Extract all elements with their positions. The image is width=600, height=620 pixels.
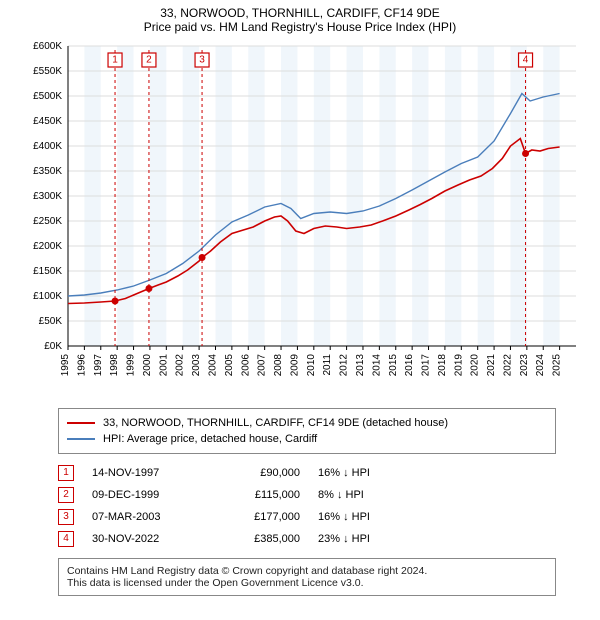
- legend-item-property: 33, NORWOOD, THORNHILL, CARDIFF, CF14 9D…: [67, 415, 547, 431]
- svg-text:2018: 2018: [437, 354, 448, 377]
- sale-date: 30-NOV-2022: [92, 528, 202, 550]
- sale-date: 14-NOV-1997: [92, 462, 202, 484]
- legend-label-property: 33, NORWOOD, THORNHILL, CARDIFF, CF14 9D…: [103, 415, 448, 431]
- svg-text:2022: 2022: [502, 354, 513, 377]
- sales-table: 1 14-NOV-1997 £90,000 16% ↓ HPI 2 09-DEC-1999…: [58, 462, 588, 550]
- svg-text:1999: 1999: [126, 354, 137, 377]
- sale-marker-badge: 1: [58, 465, 74, 481]
- svg-text:£100K: £100K: [33, 291, 62, 302]
- sale-price: £90,000: [220, 462, 300, 484]
- svg-text:4: 4: [523, 55, 529, 66]
- sale-marker-badge: 2: [58, 487, 74, 503]
- legend-swatch-property: [67, 422, 95, 424]
- legend-item-hpi: HPI: Average price, detached house, Card…: [67, 431, 547, 447]
- svg-text:2015: 2015: [388, 354, 399, 377]
- svg-text:£200K: £200K: [33, 241, 62, 252]
- svg-text:£250K: £250K: [33, 216, 62, 227]
- svg-text:2013: 2013: [355, 354, 366, 377]
- sale-vs-hpi: 23% ↓ HPI: [318, 528, 428, 550]
- svg-text:£500K: £500K: [33, 91, 62, 102]
- svg-text:2020: 2020: [470, 354, 481, 377]
- svg-text:2014: 2014: [371, 354, 382, 377]
- svg-text:1: 1: [112, 55, 118, 66]
- sale-marker-badge: 4: [58, 531, 74, 547]
- svg-text:2: 2: [146, 55, 152, 66]
- svg-text:1995: 1995: [60, 354, 71, 377]
- svg-text:£600K: £600K: [33, 41, 62, 52]
- svg-text:2002: 2002: [175, 354, 186, 377]
- sale-price: £115,000: [220, 484, 300, 506]
- svg-text:£550K: £550K: [33, 66, 62, 77]
- svg-text:2012: 2012: [339, 354, 350, 377]
- svg-text:£400K: £400K: [33, 141, 62, 152]
- svg-text:2005: 2005: [224, 354, 235, 377]
- svg-text:2007: 2007: [257, 354, 268, 377]
- svg-text:£300K: £300K: [33, 191, 62, 202]
- sales-row: 3 07-MAR-2003 £177,000 16% ↓ HPI: [58, 506, 588, 528]
- legend-label-hpi: HPI: Average price, detached house, Card…: [103, 431, 317, 447]
- svg-text:1998: 1998: [109, 354, 120, 377]
- svg-text:3: 3: [199, 55, 205, 66]
- attribution-line1: Contains HM Land Registry data © Crown c…: [67, 565, 547, 577]
- svg-text:2001: 2001: [158, 354, 169, 377]
- svg-text:2004: 2004: [207, 354, 218, 377]
- sales-row: 2 09-DEC-1999 £115,000 8% ↓ HPI: [58, 484, 588, 506]
- sales-row: 4 30-NOV-2022 £385,000 23% ↓ HPI: [58, 528, 588, 550]
- legend-swatch-hpi: [67, 438, 95, 440]
- svg-text:2003: 2003: [191, 354, 202, 377]
- svg-text:£0K: £0K: [44, 341, 62, 352]
- sale-vs-hpi: 16% ↓ HPI: [318, 462, 428, 484]
- svg-text:2009: 2009: [289, 354, 300, 377]
- svg-text:2000: 2000: [142, 354, 153, 377]
- attribution-line2: This data is licensed under the Open Gov…: [67, 577, 547, 589]
- sale-marker-badge: 3: [58, 509, 74, 525]
- svg-text:2021: 2021: [486, 354, 497, 377]
- sale-price: £177,000: [220, 506, 300, 528]
- sale-vs-hpi: 8% ↓ HPI: [318, 484, 428, 506]
- svg-text:2023: 2023: [519, 354, 530, 377]
- svg-text:2019: 2019: [453, 354, 464, 377]
- sales-row: 1 14-NOV-1997 £90,000 16% ↓ HPI: [58, 462, 588, 484]
- svg-text:2016: 2016: [404, 354, 415, 377]
- svg-text:2017: 2017: [421, 354, 432, 377]
- svg-text:£150K: £150K: [33, 266, 62, 277]
- svg-text:2008: 2008: [273, 354, 284, 377]
- sale-date: 07-MAR-2003: [92, 506, 202, 528]
- svg-text:2006: 2006: [240, 354, 251, 377]
- sale-price: £385,000: [220, 528, 300, 550]
- svg-text:2024: 2024: [535, 354, 546, 377]
- svg-text:2010: 2010: [306, 354, 317, 377]
- svg-text:2011: 2011: [322, 354, 333, 376]
- svg-text:£450K: £450K: [33, 116, 62, 127]
- sale-date: 09-DEC-1999: [92, 484, 202, 506]
- svg-text:1996: 1996: [76, 354, 87, 377]
- svg-text:2025: 2025: [552, 354, 563, 377]
- title-address: 33, NORWOOD, THORNHILL, CARDIFF, CF14 9D…: [10, 6, 590, 20]
- svg-text:£350K: £350K: [33, 166, 62, 177]
- title-subtitle: Price paid vs. HM Land Registry's House …: [10, 20, 590, 34]
- svg-text:1997: 1997: [93, 354, 104, 377]
- svg-text:£50K: £50K: [39, 316, 63, 327]
- legend: 33, NORWOOD, THORNHILL, CARDIFF, CF14 9D…: [58, 408, 556, 454]
- price-chart: £0K £50K £100K £150K £200K £250K £300K £350K £40…: [16, 38, 576, 398]
- attribution: Contains HM Land Registry data © Crown c…: [58, 558, 556, 596]
- sale-vs-hpi: 16% ↓ HPI: [318, 506, 428, 528]
